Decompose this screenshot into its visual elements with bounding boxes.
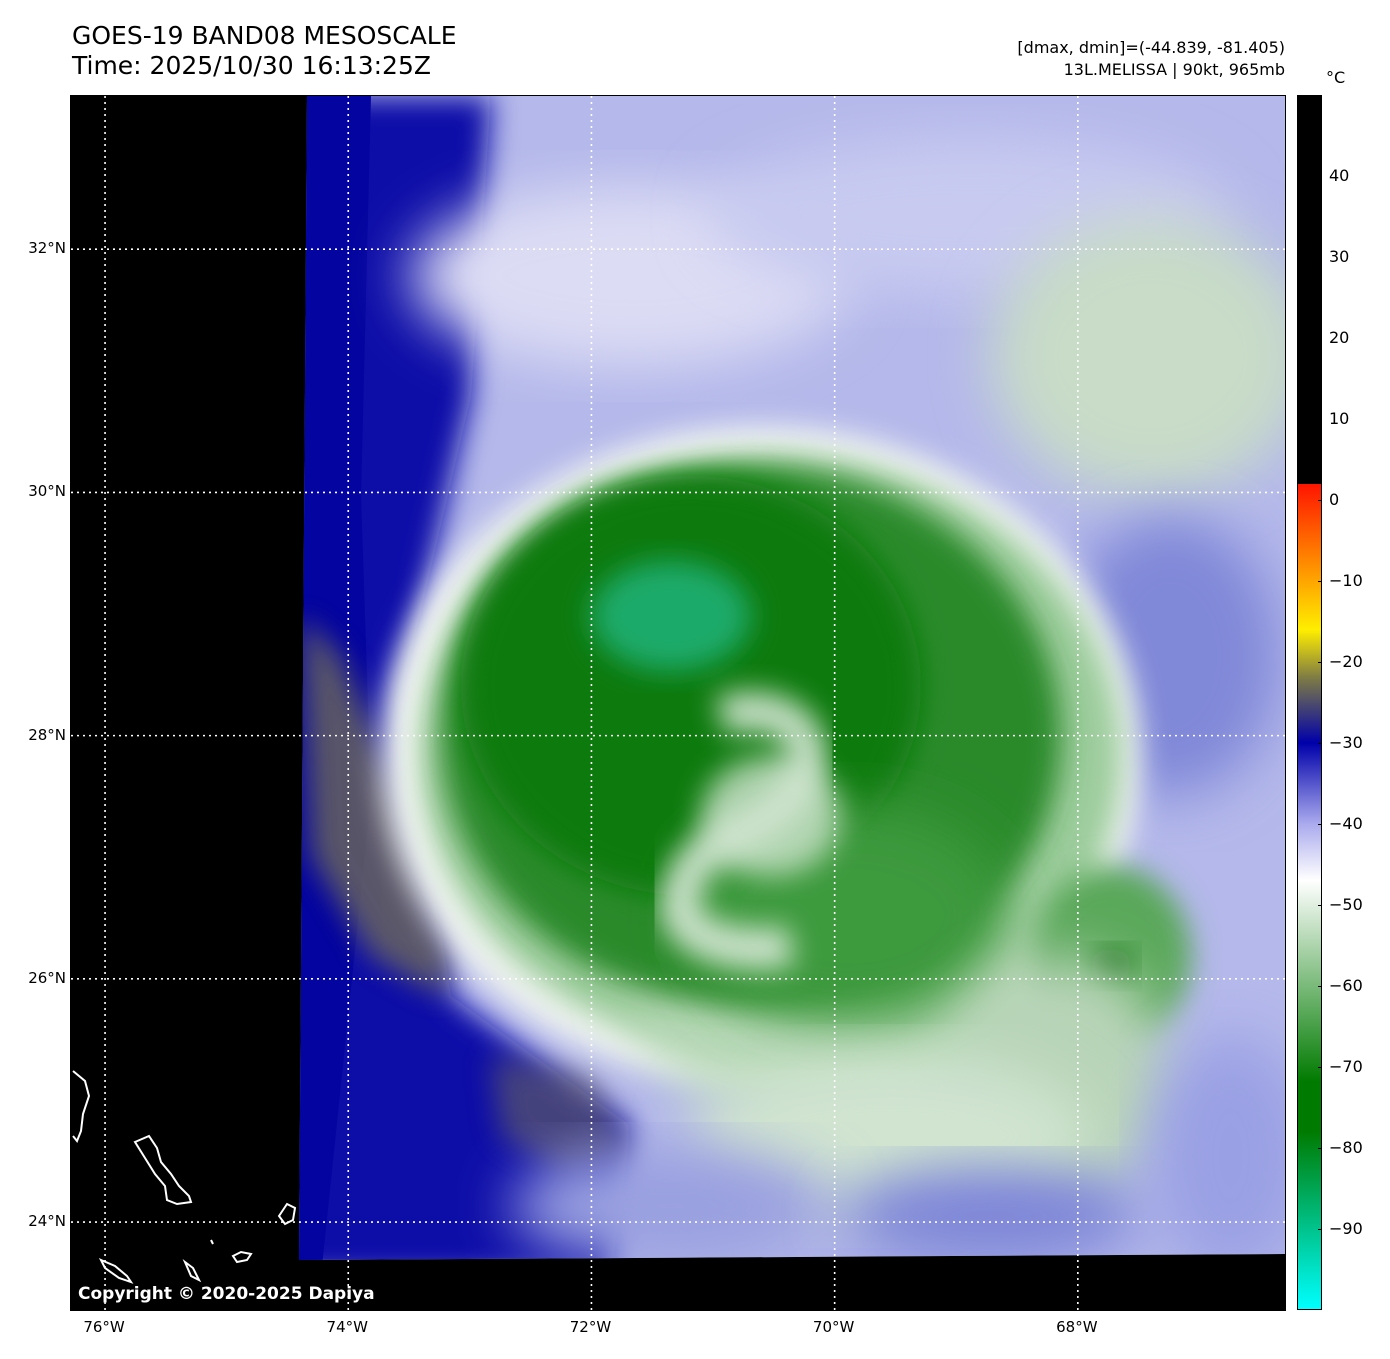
colorbar-tick	[1318, 905, 1322, 906]
colorbar-tick	[1318, 1148, 1322, 1149]
colorbar-tick-label: −40	[1329, 814, 1363, 833]
colorbar-tick-label: 30	[1329, 247, 1350, 266]
satellite-map	[70, 95, 1286, 1311]
data-range-text: [dmax, dmin]=(-44.839, -81.405)	[1017, 38, 1285, 57]
lon-label: 74°W	[326, 1318, 368, 1336]
cloud-imagery	[299, 96, 1285, 1260]
colorbar-tick	[1318, 500, 1322, 501]
colorbar-tick	[1318, 1229, 1322, 1230]
storm-info-text: 13L.MELISSA | 90kt, 965mb	[1063, 60, 1285, 79]
colorbar-tick-label: −50	[1329, 895, 1363, 914]
lon-label: 70°W	[812, 1318, 855, 1336]
colorbar-tick	[1318, 257, 1322, 258]
colorbar-tick-label: 0	[1329, 490, 1340, 509]
colorbar-tick	[1318, 662, 1322, 663]
colorbar-tick-label: −20	[1329, 652, 1363, 671]
colorbar-tick	[1318, 419, 1322, 420]
colorbar-tick	[1318, 986, 1322, 987]
colorbar-tick-label: 10	[1329, 409, 1350, 428]
satellite-image-svg	[71, 96, 1285, 1310]
colorbar-tick	[1318, 581, 1322, 582]
lat-label: 32°N	[28, 239, 66, 258]
colorbar-tick-label: −60	[1329, 976, 1363, 995]
lat-label: 28°N	[28, 725, 66, 744]
colorbar-tick-label: 40	[1329, 166, 1350, 185]
colorbar-tick	[1318, 338, 1322, 339]
graticule	[71, 96, 1285, 1310]
lat-label: 26°N	[28, 968, 66, 987]
colorbar-tick-label: −80	[1329, 1138, 1363, 1157]
colorbar-tick	[1318, 824, 1322, 825]
colorbar-unit: °C	[1326, 68, 1346, 87]
colorbar-tick-label: −10	[1329, 571, 1363, 590]
colorbar-tick-label: −30	[1329, 733, 1363, 752]
colorbar-tick	[1318, 743, 1322, 744]
colorbar	[1297, 95, 1322, 1310]
lon-label: 68°W	[1056, 1318, 1098, 1336]
copyright-text: Copyright © 2020-2025 Dapiya	[78, 1284, 375, 1304]
colorbar-tick-label: −90	[1329, 1219, 1363, 1238]
lon-label: 76°W	[83, 1318, 125, 1336]
colorbar-tick	[1318, 176, 1322, 177]
colorbar-tick-label: 20	[1329, 328, 1350, 347]
lon-label: 72°W	[569, 1318, 612, 1336]
lat-label: 30°N	[28, 482, 66, 501]
chart-title: GOES-19 BAND08 MESOSCALE	[72, 21, 457, 50]
colorbar-tick-label: −70	[1329, 1057, 1363, 1076]
colorbar-tick	[1318, 1067, 1322, 1068]
chart-time: Time: 2025/10/30 16:13:25Z	[72, 51, 431, 80]
coastlines	[72, 1070, 297, 1284]
lat-label: 24°N	[28, 1212, 66, 1231]
